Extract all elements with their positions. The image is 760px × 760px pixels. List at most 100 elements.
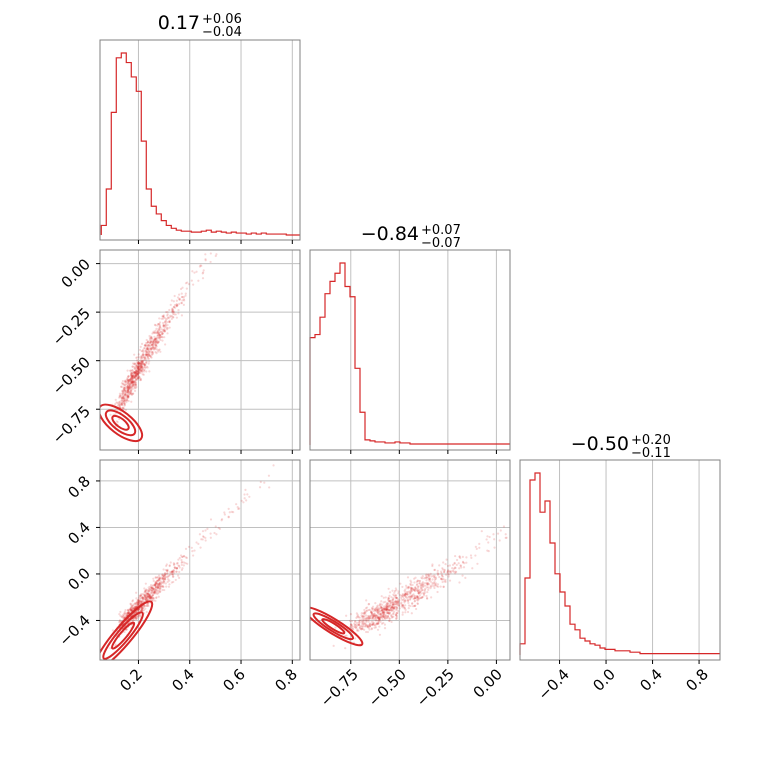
scatter-p1-p2-point-848 — [441, 567, 444, 570]
scatter-p0-p1-point-295 — [187, 283, 191, 286]
scatter-p1-p2-point-643 — [355, 616, 358, 619]
scatter-p1-p2-point-452 — [410, 589, 414, 593]
scatter-p0-p1-point-352 — [130, 389, 133, 392]
scatter-p1-p2-point-522 — [440, 577, 443, 580]
scatter-p1-p2-point-292 — [380, 606, 384, 610]
scatter-p0-p2-point-106 — [154, 584, 157, 587]
ytick-row2-2: 0.0 — [64, 564, 94, 594]
scatter-p0-p1-point-689 — [126, 380, 129, 383]
scatter-p1-p2-point-2 — [397, 600, 400, 603]
scatter-p1-p2-point-239 — [426, 581, 430, 584]
scatter-p0-p1-point-63 — [154, 329, 157, 332]
scatter-p1-p2-point-839 — [438, 564, 441, 567]
scatter-p0-p2-point-634 — [258, 486, 262, 489]
scatter-p0-p1-point-739 — [118, 404, 121, 407]
scatter-p0-p1-point-478 — [154, 340, 157, 344]
scatter-p0-p2-point-542 — [163, 588, 166, 592]
hist-p2-step — [519, 472, 720, 655]
scatter-p0-p1-point-783 — [138, 360, 141, 363]
scatter-p0-p1-point-128 — [138, 362, 141, 365]
scatter-p1-p2-point-827 — [361, 615, 364, 619]
scatter-p0-p2-point-805 — [172, 570, 175, 573]
scatter-p0-p1-point-744 — [146, 357, 149, 360]
scatter-p0-p2-point-463 — [169, 570, 172, 574]
scatter-p1-p2-point-877 — [383, 611, 386, 614]
scatter-p0-p1-point-721 — [163, 329, 167, 332]
scatter-p0-p2-point-458 — [137, 598, 140, 601]
scatter-p0-p2-point-834 — [152, 589, 155, 592]
scatter-p0-p1-point-96 — [136, 370, 139, 373]
scatter-p0-p2-point-790 — [248, 495, 251, 498]
scatter-p0-p1-point-111 — [221, 243, 223, 245]
scatter-p1-p2-point-537 — [381, 609, 384, 612]
scatter-p1-p2-point-165 — [359, 627, 362, 631]
scatter-p1-p2-point-680 — [354, 624, 357, 627]
scatter-p1-p2-point-434 — [469, 554, 473, 557]
scatter-p1-p2-point-802 — [356, 615, 359, 618]
scatter-p1-p2-point-749 — [380, 622, 384, 625]
scatter-p0-p1-point-821 — [146, 348, 149, 351]
scatter-p0-p2-point-504 — [162, 578, 165, 581]
scatter-p0-p2-point-608 — [150, 586, 153, 589]
scatter-p0-p1-point-284 — [181, 286, 184, 289]
scatter-p0-p1-point-560 — [146, 353, 149, 357]
scatter-p1-p2-point-469 — [377, 618, 381, 621]
scatter-p0-p2-point-420 — [159, 587, 162, 590]
scatter-p0-p2-point-239 — [159, 581, 162, 584]
scatter-p0-p1-point-601 — [120, 385, 123, 389]
scatter-p0-p2-point-162 — [169, 572, 172, 575]
scatter-p0-p1-point-282 — [158, 336, 162, 339]
scatter-p0-p2-point-322 — [192, 554, 195, 557]
scatter-p0-p2-point-563 — [140, 606, 143, 610]
scatter-p1-p2-point-134 — [374, 614, 377, 617]
scatter-p1-p2-point-213 — [379, 606, 382, 609]
scatter-p1-p2-point-844 — [365, 620, 368, 623]
scatter-p0-p1-point-234 — [169, 315, 172, 318]
scatter-p0-p1-point-35 — [170, 317, 173, 320]
scatter-p0-p2-point-172 — [139, 595, 142, 598]
scatter-p0-p1-point-771 — [122, 382, 125, 385]
scatter-p0-p1-point-848 — [175, 316, 178, 319]
scatter-p1-p2-point-305 — [377, 609, 380, 612]
scatter-p0-p2-point-250 — [134, 610, 137, 614]
scatter-p0-p1-point-812 — [141, 360, 144, 363]
scatter-p0-p1-point-837 — [180, 314, 184, 317]
scatter-p1-p2-point-678 — [404, 611, 407, 614]
scatter-p0-p1-point-875 — [164, 326, 167, 329]
scatter-p0-p1-point-54 — [133, 375, 136, 378]
scatter-p0-p1-point-204 — [161, 332, 164, 335]
scatter-p1-p2-point-126 — [412, 605, 415, 608]
scatter-p0-p2-point-94 — [128, 607, 131, 611]
scatter-p1-p2-point-50 — [425, 596, 429, 600]
scatter-p1-p2-point-856 — [409, 584, 412, 587]
scatter-p1-p2-point-174 — [394, 594, 397, 597]
scatter-p0-p1-point-882 — [134, 370, 137, 373]
scatter-p1-p2-point-726 — [442, 585, 445, 589]
scatter-p0-p1-point-253 — [131, 377, 134, 380]
scatter-p0-p1-point-299 — [213, 247, 215, 249]
scatter-p1-p2-point-741 — [434, 583, 437, 587]
scatter-p0-p1-point-708 — [178, 302, 181, 305]
scatter-p1-p2-point-875 — [431, 578, 434, 581]
scatter-p0-p1-point-652 — [155, 343, 158, 346]
scatter-p0-p1-point-587 — [116, 404, 119, 407]
scatter-p0-p2-point-51 — [130, 608, 133, 612]
scatter-p1-p2-point-669 — [420, 583, 423, 586]
scatter-p0-p1-point-307 — [139, 362, 142, 365]
scatter-p1-p2-point-371 — [360, 612, 363, 615]
scatter-p1-p2-point-127 — [395, 606, 398, 609]
scatter-p0-p2-point-12 — [227, 516, 230, 519]
scatter-p0-p2-point-533 — [136, 615, 139, 618]
scatter-p0-p1-point-339 — [153, 335, 156, 338]
scatter-p0-p1-point-104 — [156, 329, 160, 332]
scatter-p0-p1-point-825 — [172, 310, 175, 313]
scatter-p0-p2-point-61 — [149, 595, 152, 599]
scatter-p0-p1-point-509 — [141, 362, 144, 365]
scatter-p0-p2-point-568 — [171, 575, 175, 578]
scatter-p0-p1-point-545 — [141, 366, 144, 369]
scatter-p0-p1-point-68 — [143, 363, 146, 366]
scatter-p1-p2-point-489 — [498, 539, 501, 542]
scatter-p1-p2-point-318 — [403, 593, 406, 597]
scatter-p1-p2-point-313 — [382, 611, 385, 614]
scatter-p0-p2-point-48 — [163, 578, 166, 581]
